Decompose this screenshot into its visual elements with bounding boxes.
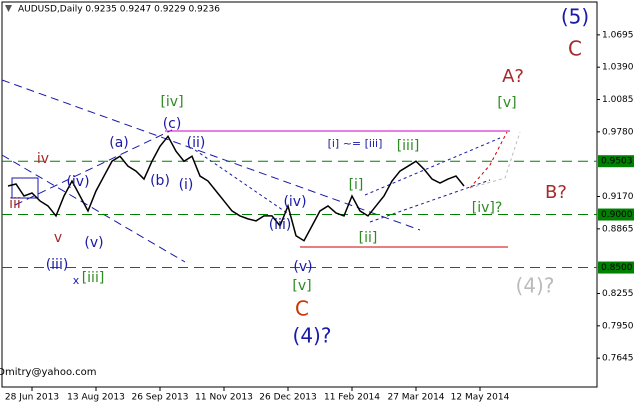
- trend-line: [364, 137, 501, 196]
- level-label-bg: [598, 208, 634, 221]
- level-label: 0.9000: [601, 210, 633, 220]
- wave-label: (v): [293, 259, 312, 275]
- wave-label: A?: [502, 66, 524, 87]
- wave-label: x: [73, 274, 80, 287]
- y-tick-label: 0.8255: [602, 289, 634, 299]
- price-line: [7, 134, 465, 242]
- y-tick-label: 0.9170: [602, 192, 634, 202]
- wave-label: [iv]: [160, 94, 183, 110]
- wave-label: (a): [109, 135, 129, 151]
- y-tick-label: 1.0695: [602, 30, 634, 40]
- x-tick-label: 26 Dec 2013: [259, 393, 317, 403]
- x-tick-label: 12 May 2014: [451, 393, 510, 403]
- wave-label: [v]: [497, 95, 516, 111]
- wave-label: (ii): [187, 135, 206, 151]
- wave-label: [ii]: [359, 230, 378, 246]
- channel-line: [14, 129, 173, 206]
- projection: [469, 131, 521, 189]
- wave-label: v: [54, 230, 62, 246]
- symbol-icon: [5, 5, 12, 12]
- wave-label: (c): [163, 116, 182, 132]
- wave-label: (iv): [66, 174, 89, 190]
- y-tick-label: 1.0390: [602, 63, 634, 73]
- y-tick-label: 0.9780: [602, 127, 634, 137]
- level-label-bg: [598, 261, 634, 274]
- x-tick-label: 26 Sep 2013: [131, 393, 188, 403]
- wave-label: [iv]?: [472, 200, 503, 216]
- wave-label: (b): [150, 173, 170, 189]
- x-tick-label: 13 Aug 2013: [67, 393, 125, 403]
- level-label-bg: [598, 155, 634, 168]
- y-tick-label: 0.7950: [602, 321, 634, 331]
- wave-label: (i): [179, 177, 194, 193]
- wave-label: C: [568, 37, 582, 61]
- wave-label: B?: [545, 182, 567, 203]
- marker-box: [11, 177, 39, 199]
- wave-label: (iii): [269, 217, 292, 233]
- y-tick-label: 0.7645: [602, 354, 634, 364]
- projection: [469, 131, 508, 189]
- wave-label: [i]: [349, 177, 364, 193]
- x-tick-label: 28 Jun 2013: [5, 393, 59, 403]
- y-tick-label: 0.8865: [602, 224, 634, 234]
- wave-label: (5): [561, 5, 589, 29]
- level-label: 0.9503: [601, 157, 633, 167]
- wave-label: [v]: [292, 278, 311, 294]
- wave-label: (iv): [283, 194, 306, 210]
- wave-label: (4)?: [293, 324, 332, 348]
- wave-label: (4)?: [516, 274, 555, 298]
- wave-label: (v): [84, 235, 103, 251]
- channel-line: [1, 154, 186, 263]
- wave-label: forDmitry@yahoo.com: [0, 367, 96, 378]
- channel-line: [1, 79, 421, 231]
- wave-label: (iii): [46, 257, 69, 273]
- y-tick-label: 1.0085: [602, 95, 634, 105]
- x-tick-label: 27 Mar 2014: [387, 393, 444, 403]
- wave-label: [iii]: [397, 138, 420, 154]
- wave-label: [i] ~= [iii]: [328, 137, 383, 150]
- wave-label: C: [295, 297, 309, 321]
- wave-label: iii: [9, 196, 21, 212]
- wave-label: iv: [37, 151, 49, 167]
- plot-frame: [1, 1, 598, 388]
- x-tick-label: 11 Nov 2013: [195, 393, 253, 403]
- level-label: 0.8500: [601, 263, 633, 273]
- wave-label: [iii]: [82, 270, 105, 286]
- x-tick-label: 11 Feb 2014: [324, 393, 380, 403]
- chart-title: AUDUSD,Daily 0.9235 0.9247 0.9229 0.9236: [18, 5, 220, 15]
